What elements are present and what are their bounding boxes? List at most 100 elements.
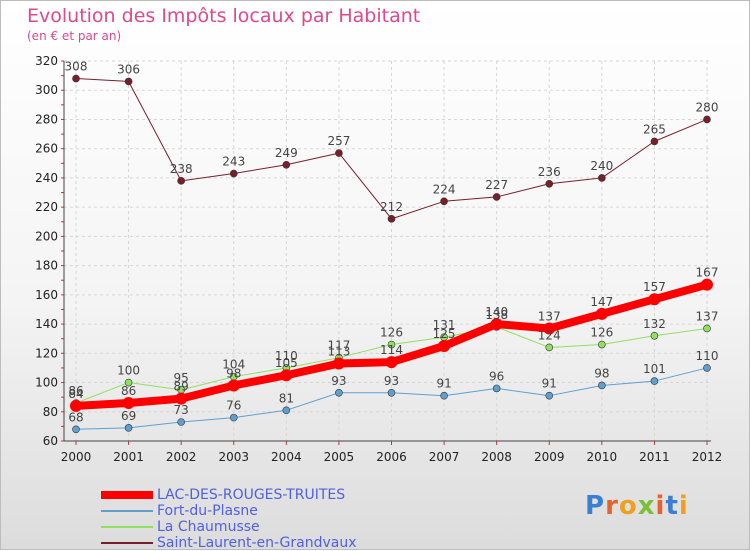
data-point: [387, 388, 396, 397]
data-point: [598, 381, 606, 390]
data-label: 86: [121, 384, 136, 398]
data-point: [648, 293, 661, 306]
data-label: 157: [643, 280, 666, 294]
y-tick-label: 80: [43, 405, 58, 419]
data-point: [545, 343, 554, 352]
y-tick-label: 300: [35, 83, 58, 97]
logo-letter: o: [618, 491, 638, 521]
chart-title: Evolution des Impôts locaux par Habitant: [27, 5, 421, 27]
x-tick-label: 2002: [166, 450, 197, 464]
x-tick-label: 2001: [113, 450, 144, 464]
data-label: 93: [331, 374, 346, 388]
legend-swatch-icon: [101, 526, 153, 528]
y-tick-label: 60: [43, 434, 58, 448]
data-point: [282, 160, 291, 169]
data-label: 89: [174, 380, 189, 394]
data-point: [72, 425, 80, 434]
data-point: [387, 215, 396, 223]
data-label: 227: [485, 178, 508, 192]
proxiti-logo: Proxiti: [585, 491, 689, 521]
data-label: 93: [384, 374, 399, 388]
data-point: [598, 340, 606, 349]
data-label: 91: [542, 377, 557, 391]
data-point: [543, 322, 556, 335]
data-label: 138: [485, 308, 508, 322]
logo-letter: i: [655, 491, 666, 521]
data-label: 140: [485, 305, 508, 319]
data-label: 126: [380, 326, 403, 340]
data-label: 84: [68, 387, 83, 401]
data-point: [385, 356, 398, 369]
data-point: [492, 193, 501, 201]
data-label: 147: [590, 295, 613, 309]
y-tick-label: 320: [35, 54, 58, 68]
data-point: [598, 174, 606, 182]
data-point: [70, 399, 82, 412]
data-label: 137: [696, 309, 719, 323]
logo-letter: t: [665, 491, 679, 521]
data-label: 125: [433, 327, 456, 341]
data-label: 238: [170, 162, 193, 176]
data-point: [387, 340, 396, 349]
data-point: [175, 392, 188, 405]
data-label: 86: [68, 384, 83, 398]
data-label: 306: [117, 62, 140, 76]
x-tick-label: 2006: [376, 450, 407, 464]
logo-letter: i: [678, 491, 689, 521]
data-point: [650, 331, 659, 340]
data-label: 98: [594, 366, 609, 380]
data-label: 236: [538, 165, 561, 179]
data-point: [650, 377, 659, 385]
data-label: 95: [174, 371, 189, 385]
data-label: 81: [279, 391, 294, 405]
data-point: [701, 278, 713, 291]
data-label: 224: [433, 182, 456, 196]
data-label: 117: [327, 339, 350, 353]
data-label: 114: [380, 343, 403, 357]
legend-item-fort-du-plasne: Fort-du-Plasne: [101, 503, 357, 519]
y-tick-label: 200: [35, 229, 58, 243]
chart-subtitle: (en € et par an): [27, 29, 122, 43]
logo-letter: P: [585, 491, 606, 521]
data-label: 126: [590, 326, 613, 340]
y-tick-label: 100: [35, 376, 58, 390]
data-label: 98: [226, 366, 241, 380]
data-point: [440, 391, 448, 400]
data-point: [492, 384, 501, 393]
data-label: 249: [275, 146, 298, 160]
data-label: 76: [226, 399, 241, 413]
data-label: 240: [590, 159, 613, 173]
logo-letter: x: [637, 491, 656, 521]
legend-swatch-icon: [101, 510, 153, 512]
data-point: [545, 179, 554, 188]
y-tick-label: 260: [35, 142, 58, 156]
legend-item-lac-des-rouges-truites: LAC-DES-ROUGES-TRUITES: [101, 487, 357, 503]
data-label: 69: [121, 409, 136, 423]
logo-letter: r: [605, 491, 619, 521]
data-point: [332, 357, 345, 370]
data-label: 131: [433, 318, 456, 332]
x-tick-label: 2005: [324, 450, 355, 464]
data-label: 105: [275, 356, 298, 370]
y-tick-label: 240: [35, 171, 58, 185]
data-point: [229, 169, 238, 178]
data-point: [595, 307, 608, 320]
data-point: [335, 388, 343, 397]
legend-item-la-chaumusse: La Chaumusse: [101, 519, 357, 535]
data-point: [124, 378, 133, 387]
data-label: 167: [696, 266, 719, 280]
y-tick-label: 140: [35, 317, 58, 331]
x-tick-label: 2009: [534, 450, 565, 464]
data-label: 110: [275, 349, 298, 363]
data-label: 280: [696, 100, 719, 114]
data-label: 132: [643, 317, 666, 331]
legend-swatch-icon: [101, 542, 153, 544]
data-point: [72, 74, 80, 83]
x-tick-label: 2003: [218, 450, 249, 464]
data-point: [227, 379, 240, 392]
data-label: 68: [68, 410, 83, 424]
y-tick-label: 180: [35, 259, 58, 273]
legend-label: Saint-Laurent-en-Grandvaux: [157, 535, 357, 551]
